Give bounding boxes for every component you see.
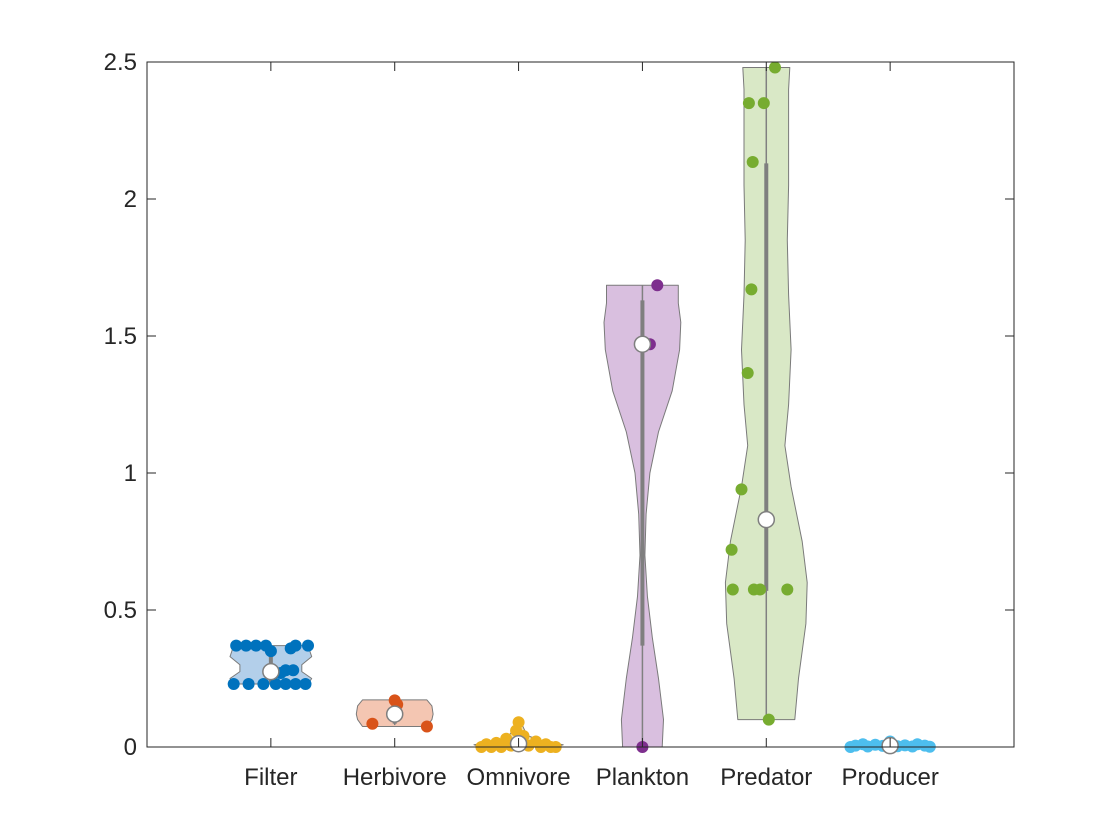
y-tick-label: 0.5 <box>104 597 137 624</box>
data-point-filter <box>284 642 297 655</box>
median-marker-predator <box>757 510 776 529</box>
data-point-filter <box>250 639 262 652</box>
data-point-filter <box>302 639 314 652</box>
data-point-predator <box>726 583 739 596</box>
data-point-filter <box>257 678 270 690</box>
data-point-predator <box>735 483 748 496</box>
data-point-predator <box>741 367 754 379</box>
data-point-predator <box>769 61 781 74</box>
y-tick-label: 0 <box>124 734 137 761</box>
data-point-predator <box>725 543 738 556</box>
y-axis: 0 0.5 1 1.5 2 2.5 <box>104 49 1014 761</box>
data-point-plankton <box>651 279 664 292</box>
median-marker-plankton <box>633 335 652 353</box>
y-tick-label: 1 <box>124 460 137 487</box>
y-tick-label: 1.5 <box>104 323 137 350</box>
y-tick-label: 2 <box>124 186 137 213</box>
data-point-filter <box>227 678 240 690</box>
data-point-filter <box>264 645 277 658</box>
data-point-filter <box>269 678 282 690</box>
data-point-predator <box>745 283 758 296</box>
data-point-herbivore <box>366 717 379 730</box>
data-point-filter <box>279 678 292 690</box>
data-point-filter <box>289 678 302 690</box>
x-tick-label: Filter <box>244 764 297 791</box>
data-point-predator <box>742 97 755 110</box>
plot-frame <box>146 61 1015 748</box>
x-tick-label: Omnivore <box>467 764 571 791</box>
x-axis: Filter Herbivore Omnivore Plankton Predator P… <box>244 62 939 791</box>
x-tick-label: Predator <box>720 764 812 791</box>
data-point-herbivore <box>420 720 433 733</box>
data-point-predator <box>762 713 775 726</box>
data-point-filter <box>287 664 300 677</box>
data-point-filter <box>230 639 243 652</box>
data-point-filter <box>240 639 253 652</box>
data-point-predator <box>757 97 770 110</box>
median-marker-filter <box>262 662 280 681</box>
x-tick-label: Producer <box>841 764 938 791</box>
data-point-predator <box>781 583 794 596</box>
data-point-filter <box>242 678 255 690</box>
plot-background <box>147 62 1014 747</box>
data-point-predator <box>754 583 767 596</box>
x-tick-label: Plankton <box>596 764 689 791</box>
data-point-predator <box>746 156 759 168</box>
median-marker-herbivore <box>385 705 404 723</box>
data-point-filter <box>299 678 312 690</box>
y-tick-label: 2.5 <box>104 49 137 76</box>
x-tick-label: Herbivore <box>343 764 447 791</box>
